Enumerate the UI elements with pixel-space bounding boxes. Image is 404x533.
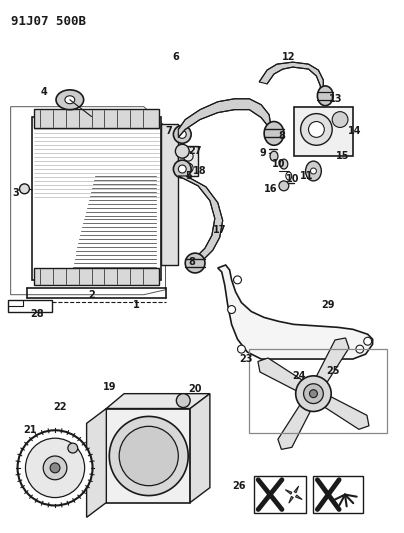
Ellipse shape — [296, 376, 331, 411]
Text: 91J07 500B: 91J07 500B — [11, 14, 86, 28]
Ellipse shape — [119, 426, 178, 486]
Text: 5: 5 — [185, 171, 191, 181]
Ellipse shape — [309, 122, 324, 138]
Ellipse shape — [270, 151, 278, 161]
Ellipse shape — [19, 184, 29, 194]
Ellipse shape — [178, 165, 186, 173]
Polygon shape — [316, 338, 349, 382]
Polygon shape — [289, 496, 293, 503]
Text: 1: 1 — [133, 300, 139, 310]
Ellipse shape — [309, 390, 318, 398]
Text: 24: 24 — [292, 371, 305, 381]
Ellipse shape — [264, 122, 284, 146]
Text: 21: 21 — [24, 425, 37, 435]
Polygon shape — [178, 99, 271, 139]
Polygon shape — [294, 486, 299, 493]
Ellipse shape — [305, 161, 321, 181]
Ellipse shape — [311, 168, 316, 174]
Polygon shape — [190, 394, 210, 503]
Text: 8: 8 — [189, 257, 196, 267]
Ellipse shape — [175, 144, 189, 158]
Ellipse shape — [364, 337, 372, 345]
Polygon shape — [8, 300, 52, 311]
Ellipse shape — [177, 394, 190, 408]
Text: 11: 11 — [300, 171, 313, 181]
Ellipse shape — [173, 160, 191, 178]
Text: 28: 28 — [30, 310, 44, 319]
Text: 29: 29 — [322, 300, 335, 310]
Ellipse shape — [178, 131, 186, 139]
Polygon shape — [258, 358, 302, 391]
Text: 12: 12 — [282, 52, 296, 62]
Ellipse shape — [173, 125, 191, 143]
Text: 16: 16 — [264, 184, 278, 194]
Text: 9: 9 — [260, 148, 267, 158]
Text: 17: 17 — [213, 225, 227, 236]
Polygon shape — [259, 62, 323, 98]
Ellipse shape — [227, 305, 236, 313]
Ellipse shape — [68, 443, 78, 453]
Polygon shape — [106, 394, 210, 408]
Polygon shape — [86, 408, 106, 518]
Ellipse shape — [109, 416, 188, 496]
Text: 3: 3 — [12, 188, 19, 198]
Ellipse shape — [280, 159, 288, 169]
Polygon shape — [295, 495, 302, 499]
Ellipse shape — [43, 456, 67, 480]
Text: 26: 26 — [233, 481, 246, 491]
Ellipse shape — [17, 430, 93, 505]
Text: 4: 4 — [41, 87, 48, 97]
Text: 18: 18 — [193, 166, 207, 176]
Bar — [314, 476, 363, 513]
Ellipse shape — [301, 114, 332, 146]
Ellipse shape — [65, 96, 75, 104]
Text: 6: 6 — [172, 52, 179, 62]
Text: 22: 22 — [53, 401, 67, 411]
Ellipse shape — [185, 253, 205, 273]
Ellipse shape — [238, 345, 245, 353]
Ellipse shape — [332, 111, 348, 127]
Text: 7: 7 — [165, 126, 172, 136]
Polygon shape — [278, 405, 310, 449]
Ellipse shape — [50, 463, 60, 473]
Ellipse shape — [234, 276, 242, 284]
Text: 23: 23 — [240, 354, 253, 364]
Ellipse shape — [356, 345, 364, 353]
Ellipse shape — [56, 90, 84, 110]
Polygon shape — [178, 176, 223, 260]
Text: 19: 19 — [103, 382, 116, 392]
Text: 14: 14 — [348, 126, 362, 136]
Text: 15: 15 — [336, 151, 350, 161]
Polygon shape — [294, 107, 353, 156]
Text: 10: 10 — [286, 174, 299, 184]
Ellipse shape — [318, 86, 333, 106]
Polygon shape — [160, 125, 178, 265]
Polygon shape — [32, 117, 160, 280]
Text: 25: 25 — [326, 366, 340, 376]
Ellipse shape — [279, 181, 289, 191]
Polygon shape — [178, 146, 198, 176]
Ellipse shape — [303, 384, 323, 403]
Text: 13: 13 — [329, 94, 343, 104]
Text: 20: 20 — [188, 384, 202, 394]
Text: 2: 2 — [88, 290, 95, 300]
Text: 10: 10 — [272, 159, 286, 169]
Text: 8: 8 — [278, 131, 285, 141]
Text: 27: 27 — [188, 146, 202, 156]
Bar — [254, 476, 305, 513]
Ellipse shape — [25, 438, 84, 498]
Polygon shape — [218, 265, 372, 359]
Polygon shape — [106, 408, 190, 503]
Polygon shape — [34, 109, 159, 128]
Polygon shape — [285, 490, 292, 494]
Polygon shape — [34, 268, 159, 285]
Polygon shape — [325, 397, 369, 429]
